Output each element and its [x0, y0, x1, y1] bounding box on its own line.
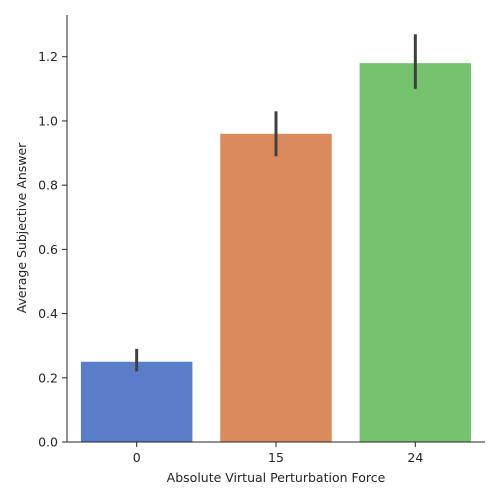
x-tick-label-0: 0 [133, 450, 141, 465]
error-bars-group [135, 34, 417, 372]
y-tick-label-0.0: 0.0 [38, 435, 58, 450]
x-tick-label-24: 24 [407, 450, 423, 465]
y-axis-label: Average Subjective Answer [14, 142, 29, 313]
x-ticks-group: 0 15 24 [133, 442, 423, 465]
y-tick-label-0.2: 0.2 [38, 370, 58, 385]
y-tick-label-0.4: 0.4 [38, 306, 58, 321]
y-tick-label-1.0: 1.0 [38, 113, 58, 128]
bar-15 [220, 133, 332, 442]
bar-0 [80, 361, 193, 442]
y-tick-label-0.6: 0.6 [38, 242, 58, 257]
y-tick-label-1.2: 1.2 [38, 49, 58, 64]
x-tick-label-15: 15 [268, 450, 284, 465]
y-ticks-group: 0.0 0.2 0.4 0.6 0.8 1.0 1.2 [38, 49, 67, 450]
bars-group [80, 63, 472, 442]
x-axis-label: Absolute Virtual Perturbation Force [167, 470, 386, 485]
y-tick-label-0.8: 0.8 [38, 178, 58, 193]
bar-24 [359, 63, 472, 442]
